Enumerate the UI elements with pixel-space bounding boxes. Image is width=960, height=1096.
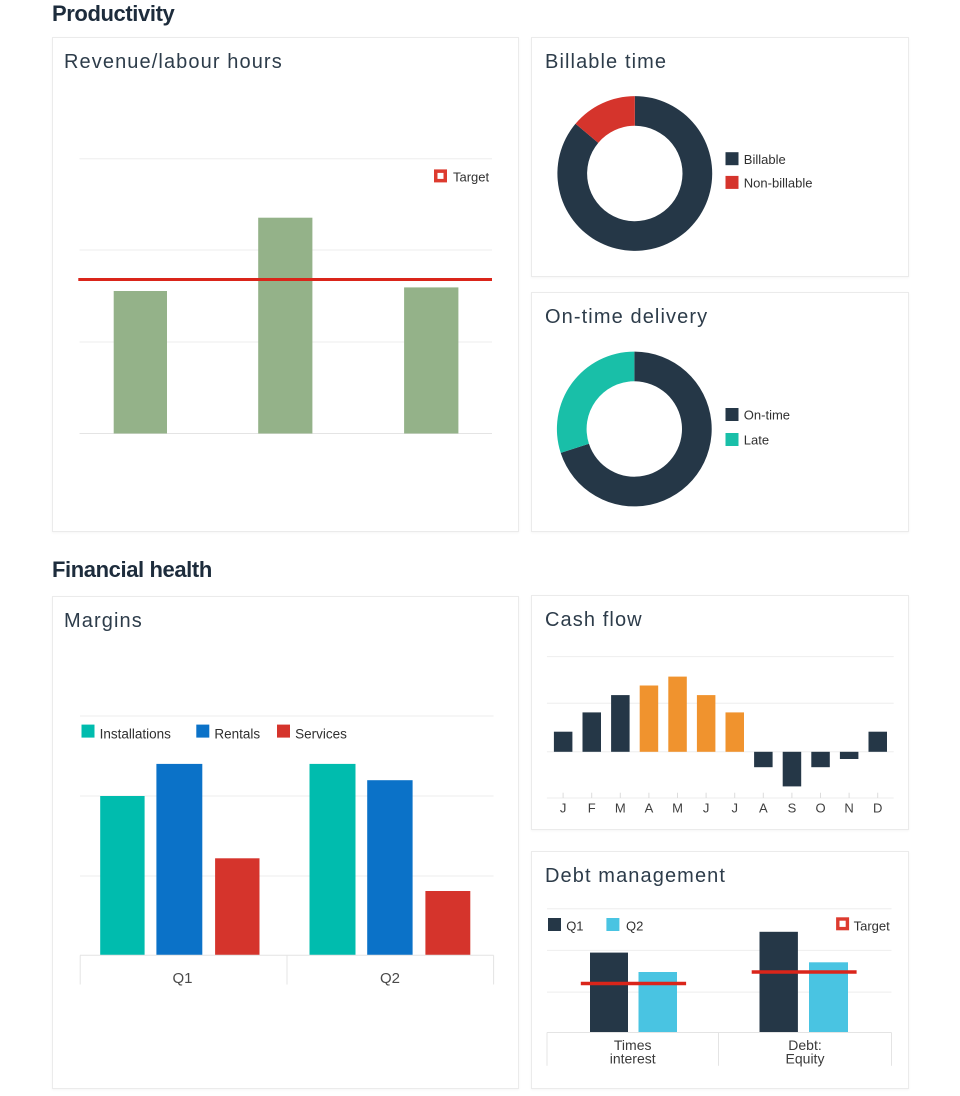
svg-text:M: M <box>615 801 626 816</box>
svg-text:J: J <box>731 801 738 816</box>
svg-text:Non-billable: Non-billable <box>744 176 813 191</box>
svg-text:S: S <box>788 801 797 816</box>
svg-text:Services: Services <box>295 726 347 741</box>
svg-text:interest: interest <box>610 1051 656 1067</box>
svg-text:M: M <box>672 801 683 816</box>
svg-text:A: A <box>645 801 654 816</box>
svg-text:Rentals: Rentals <box>214 726 260 741</box>
svg-text:Billable: Billable <box>744 152 786 167</box>
svg-text:A: A <box>759 801 768 816</box>
svg-text:Target: Target <box>854 919 891 934</box>
svg-text:Q1: Q1 <box>566 918 583 933</box>
svg-text:J: J <box>703 801 710 816</box>
svg-text:Installations: Installations <box>100 726 172 741</box>
svg-text:Target: Target <box>453 170 490 185</box>
svg-text:Q2: Q2 <box>380 970 400 987</box>
svg-text:Late: Late <box>744 433 769 448</box>
svg-text:F: F <box>588 801 596 816</box>
svg-text:Q1: Q1 <box>172 970 192 987</box>
svg-text:D: D <box>873 801 882 816</box>
svg-text:O: O <box>815 801 825 816</box>
svg-text:Debt:: Debt: <box>788 1037 821 1053</box>
svg-text:Q2: Q2 <box>626 918 643 933</box>
svg-text:J: J <box>560 801 567 816</box>
svg-text:N: N <box>844 801 853 816</box>
svg-text:Equity: Equity <box>786 1051 825 1067</box>
svg-text:On-time: On-time <box>744 408 790 423</box>
svg-text:Times: Times <box>614 1037 652 1053</box>
